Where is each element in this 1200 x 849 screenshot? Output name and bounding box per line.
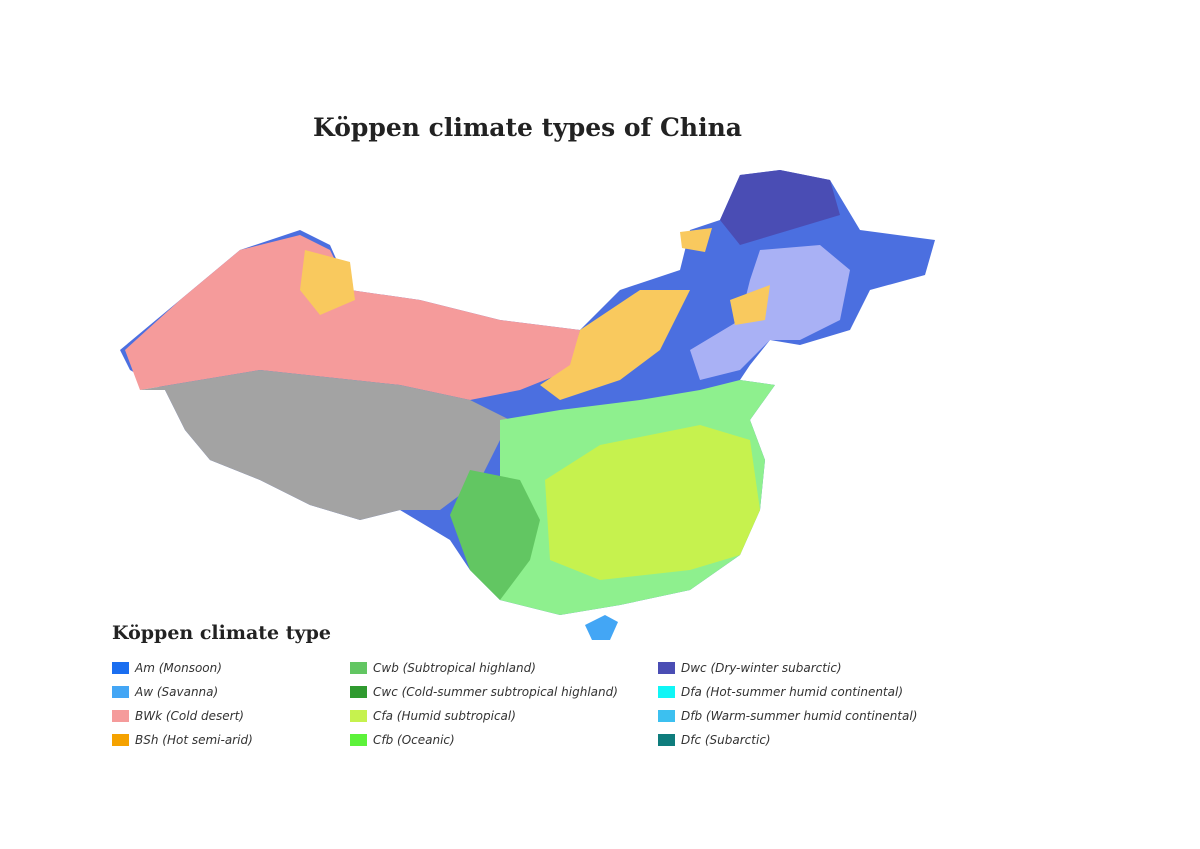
region-semi-arid-inner-mongolia: [540, 290, 690, 400]
legend-label: Am (Monsoon): [135, 661, 222, 675]
legend-swatch: [112, 686, 129, 698]
legend-swatch: [658, 686, 675, 698]
map-title: Köppen climate types of China: [313, 113, 742, 142]
region-cwb-yunnan: [450, 470, 540, 600]
legend-swatch: [112, 734, 129, 746]
legend-label: Cfa (Humid subtropical): [373, 709, 516, 723]
legend-item: Dwc (Dry-winter subarctic): [658, 656, 917, 680]
legend-item: Dfb (Warm-summer humid continental): [658, 704, 917, 728]
legend-item: Am (Monsoon): [112, 656, 253, 680]
legend-label: Cfb (Oceanic): [373, 733, 455, 747]
region-tundra-tibet: [140, 370, 510, 520]
legend-label: Dfb (Warm-summer humid continental): [681, 709, 918, 723]
legend-label: Dfa (Hot-summer humid continental): [681, 685, 903, 699]
region-semi-arid-liaoxi: [730, 285, 770, 325]
legend-label: Cwb (Subtropical highland): [373, 661, 536, 675]
region-semi-arid-xinjiang: [300, 250, 355, 315]
legend-title: Köppen climate type: [112, 622, 331, 644]
legend-item: BWk (Cold desert): [112, 704, 253, 728]
legend-swatch: [350, 734, 367, 746]
legend-column-2: Cwb (Subtropical highland) Cwc (Cold-sum…: [350, 656, 618, 752]
legend-swatch: [350, 686, 367, 698]
legend-swatch: [350, 662, 367, 674]
legend-item: Dfc (Subarctic): [658, 728, 917, 752]
legend-column-3: Dwc (Dry-winter subarctic) Dfa (Hot-summ…: [658, 656, 917, 752]
legend-swatch: [112, 710, 129, 722]
region-cold-desert: [125, 235, 580, 400]
legend-label: Dwc (Dry-winter subarctic): [681, 661, 842, 675]
region-cfa-southeast: [545, 425, 760, 580]
legend-item: Cfb (Oceanic): [350, 728, 618, 752]
legend-swatch: [658, 734, 675, 746]
legend-swatch: [658, 662, 675, 674]
legend-swatch: [658, 710, 675, 722]
legend-swatch: [112, 662, 129, 674]
region-hainan: [585, 615, 618, 640]
legend-item: BSh (Hot semi-arid): [112, 728, 253, 752]
region-semi-arid-hulunbuir: [680, 228, 712, 252]
legend-label: Cwc (Cold-summer subtropical highland): [373, 685, 618, 699]
legend-swatch: [350, 710, 367, 722]
region-dwa-northeast: [690, 245, 850, 380]
legend-item: Aw (Savanna): [112, 680, 253, 704]
legend-label: Dfc (Subarctic): [681, 733, 771, 747]
legend-item: Cwb (Subtropical highland): [350, 656, 618, 680]
legend-column-1: Am (Monsoon) Aw (Savanna) BWk (Cold dese…: [112, 656, 253, 752]
legend-label: BWk (Cold desert): [135, 709, 244, 723]
region-dwc-northeast: [720, 170, 840, 245]
legend-label: Aw (Savanna): [135, 685, 219, 699]
legend-item: Cwc (Cold-summer subtropical highland): [350, 680, 618, 704]
legend-item: Cfa (Humid subtropical): [350, 704, 618, 728]
legend-item: Dfa (Hot-summer humid continental): [658, 680, 917, 704]
legend-label: BSh (Hot semi-arid): [135, 733, 253, 747]
